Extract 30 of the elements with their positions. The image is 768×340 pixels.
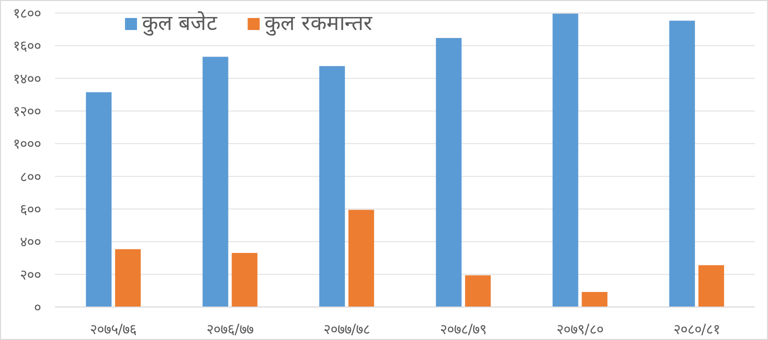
bar — [669, 20, 695, 307]
x-tick-label: २०७६/७७ — [206, 322, 254, 338]
y-tick-label: ० — [34, 300, 41, 316]
legend-label: कुल बजेट — [142, 11, 218, 36]
y-tick-label: ४०० — [20, 234, 41, 251]
bar — [348, 210, 374, 307]
bar — [582, 292, 608, 307]
bar — [86, 92, 112, 307]
bar — [202, 56, 228, 307]
y-tick-label: १८०० — [13, 6, 41, 22]
y-tick-label: २०० — [20, 267, 41, 284]
y-tick-label: १००० — [13, 136, 41, 153]
x-tick-label: २०७९/८० — [556, 322, 604, 338]
y-tick-label: १२०० — [13, 104, 41, 120]
bar — [232, 252, 258, 307]
x-tick-label: २०७५/७६ — [90, 322, 137, 338]
bar — [552, 14, 578, 307]
bar — [319, 66, 345, 307]
y-tick-label: ८०० — [20, 169, 41, 186]
bar — [436, 38, 462, 307]
legend-label: कुल रकमान्तर — [264, 11, 372, 36]
bar — [465, 275, 491, 307]
x-tick-label: २०७८/७९ — [440, 322, 487, 338]
y-tick-label: १४०० — [13, 71, 41, 88]
y-tick-label: ६०० — [20, 202, 41, 218]
bar — [698, 265, 724, 307]
x-tick-label: २०८०/८१ — [673, 322, 720, 338]
y-tick-label: १६०० — [13, 38, 41, 55]
x-tick-label: २०७७/७८ — [323, 322, 370, 338]
bar — [115, 249, 141, 307]
